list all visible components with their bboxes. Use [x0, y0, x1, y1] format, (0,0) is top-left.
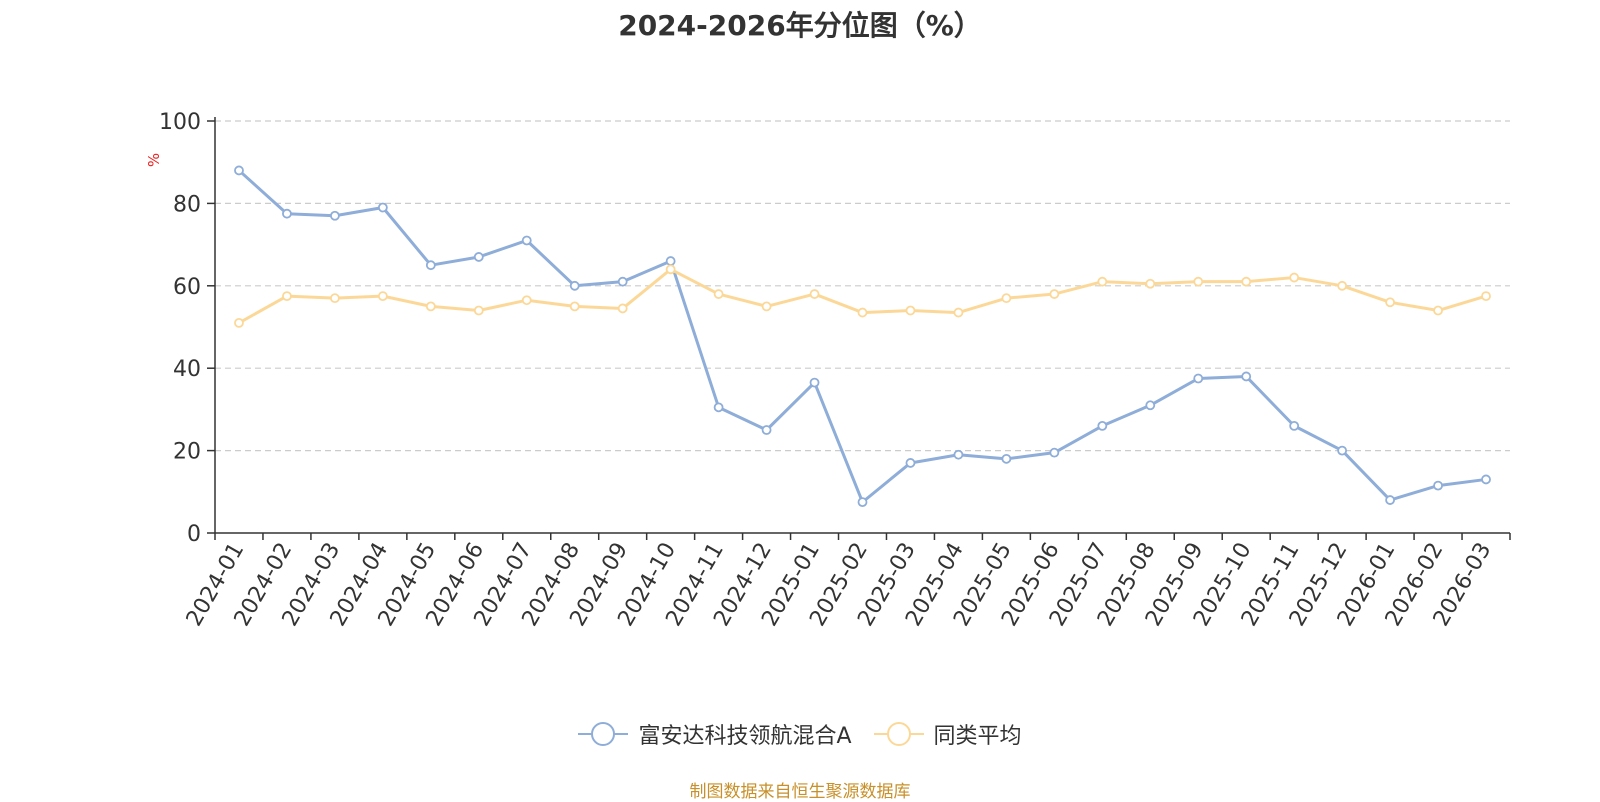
series-0-point-2024-02 [282, 208, 292, 219]
series-1-point-2025-07 [1097, 276, 1108, 287]
series-0-point-2024-08 [569, 280, 580, 291]
legend-average-label: 同类平均 [933, 724, 1022, 749]
series-0-point-2025-03 [905, 458, 916, 468]
series-1-point-2025-06 [1049, 289, 1060, 299]
series-lines [234, 165, 1491, 508]
series-1-point-2024-11 [713, 289, 724, 299]
legend-fund-label: 富安达科技领航混合A [638, 724, 852, 749]
series-1-point-2025-01 [809, 289, 820, 299]
series-0-point-2025-11 [1289, 420, 1300, 431]
y-tick-label-100: 100 [159, 110, 201, 135]
series-0-point-2025-01 [809, 377, 820, 388]
series-1-point-2026-01 [1385, 297, 1395, 308]
series-1-point-2025-12 [1337, 280, 1348, 291]
grid-lines [215, 120, 1510, 452]
series-0-point-2024-01 [234, 165, 244, 176]
chart-legend: 富安达科技领航混合A 同类平均 [0, 718, 1600, 750]
data-source-footer: 制图数据来自恒生聚源数据库 [689, 782, 911, 802]
series-0-point-2025-05 [1001, 453, 1012, 464]
series-1-point-2024-05 [425, 301, 436, 312]
series-0-point-2025-12 [1337, 445, 1348, 456]
series-0-point-2024-05 [425, 260, 436, 271]
series-1-point-2024-04 [377, 291, 388, 302]
series-0-point-2024-09 [617, 276, 628, 287]
series-0-point-2025-07 [1097, 420, 1108, 431]
series-0-point-2024-12 [761, 425, 772, 435]
y-axis-unit-label: % [145, 153, 163, 167]
series-0-point-2026-01 [1385, 495, 1395, 505]
series-1-point-2024-03 [330, 293, 340, 304]
series-1-point-2025-03 [905, 305, 916, 316]
series-1-point-2024-12 [761, 301, 772, 312]
series-0-point-2024-11 [713, 402, 724, 413]
series-1-point-2026-03 [1481, 291, 1491, 302]
y-tick-label-0: 0 [187, 522, 201, 547]
series-1-point-2024-02 [282, 291, 292, 302]
chart-title: 2024-2026年分位图（%） [618, 9, 982, 42]
series-0-point-2025-06 [1049, 447, 1060, 458]
series-1-point-2024-06 [473, 305, 484, 316]
series-0-point-2026-02 [1433, 480, 1443, 491]
series-1-point-2024-01 [234, 317, 244, 328]
series-0-point-2026-03 [1481, 474, 1491, 485]
series-1-point-2025-10 [1241, 276, 1252, 287]
series-0-point-2025-09 [1193, 373, 1204, 384]
series-1-point-2025-09 [1193, 276, 1204, 287]
series-0-point-2024-07 [521, 235, 532, 246]
series-1-point-2025-08 [1145, 278, 1156, 289]
legend-average-marker-icon [873, 722, 924, 746]
series-0-point-2024-06 [473, 252, 484, 262]
series-1-point-2025-02 [857, 307, 868, 318]
y-tick-label-60: 60 [173, 275, 201, 300]
series-1-point-2025-05 [1001, 293, 1012, 304]
series-0-point-2025-08 [1145, 400, 1156, 411]
series-1-point-2024-08 [569, 301, 580, 312]
series-line-0 [237, 169, 1487, 504]
series-0-point-2025-10 [1241, 371, 1252, 382]
y-tick-label-80: 80 [173, 192, 201, 217]
legend-item-fund[interactable]: 富安达科技领航混合A [578, 718, 852, 750]
series-0-point-2024-04 [377, 202, 388, 213]
series-1-point-2025-04 [953, 307, 964, 318]
series-1-point-2024-07 [521, 295, 532, 306]
axes: 0204060801002024-012024-022024-032024-04… [159, 110, 1511, 631]
y-tick-label-20: 20 [173, 440, 201, 465]
series-0-point-2025-02 [857, 497, 868, 508]
series-1-point-2024-10 [665, 264, 676, 275]
series-0-point-2024-10 [665, 256, 676, 266]
legend-fund-marker-icon [578, 722, 629, 746]
series-1-point-2026-02 [1433, 305, 1443, 316]
series-0-point-2025-04 [953, 449, 964, 460]
y-tick-label-40: 40 [173, 357, 201, 382]
legend-item-peer-average[interactable]: 同类平均 [873, 718, 1022, 750]
series-0-point-2024-03 [330, 210, 340, 221]
series-1-point-2024-09 [617, 303, 628, 314]
series-1-point-2025-11 [1289, 272, 1300, 283]
